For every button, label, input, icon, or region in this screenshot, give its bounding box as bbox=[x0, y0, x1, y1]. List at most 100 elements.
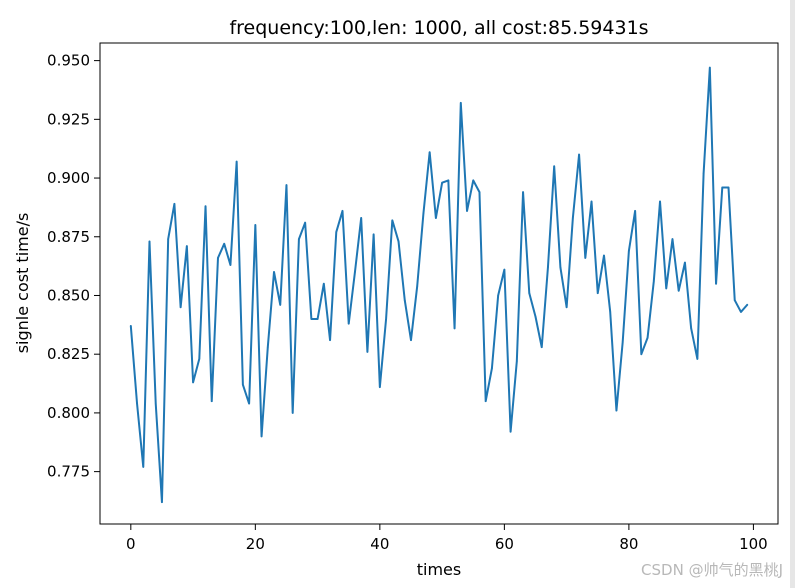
data-point bbox=[497, 294, 499, 297]
window-edge bbox=[790, 0, 795, 588]
y-tick-label: 0.900 bbox=[47, 169, 90, 187]
x-tick-label: 40 bbox=[370, 535, 389, 553]
data-point bbox=[285, 184, 288, 186]
data-point bbox=[690, 327, 692, 330]
data-point bbox=[516, 360, 518, 363]
data-point bbox=[652, 280, 655, 283]
data-point bbox=[316, 318, 319, 320]
x-tick-label: 0 bbox=[126, 535, 136, 553]
data-point bbox=[721, 186, 724, 189]
data-point bbox=[291, 412, 294, 414]
data-point bbox=[235, 160, 238, 163]
data-point bbox=[130, 325, 132, 327]
y-tick-label: 0.950 bbox=[47, 52, 90, 70]
x-axis: 0 20 40 60 80 100 bbox=[126, 524, 768, 553]
data-point bbox=[347, 322, 350, 325]
data-point bbox=[528, 292, 531, 294]
data-point bbox=[491, 367, 493, 370]
y-tick-label: 0.850 bbox=[47, 286, 90, 304]
data-point bbox=[161, 501, 163, 503]
data-point bbox=[273, 271, 275, 273]
data-point bbox=[696, 358, 699, 360]
data-point bbox=[186, 245, 188, 247]
data-point bbox=[540, 346, 543, 348]
data-point bbox=[609, 311, 612, 313]
data-point bbox=[447, 179, 450, 182]
data-point bbox=[484, 400, 487, 402]
x-tick-label: 20 bbox=[246, 535, 265, 553]
y-tick-label: 0.925 bbox=[47, 110, 90, 128]
data-point bbox=[298, 238, 300, 240]
series-line bbox=[129, 66, 749, 504]
data-point bbox=[466, 210, 468, 212]
data-point bbox=[740, 311, 742, 313]
data-point bbox=[628, 250, 630, 252]
data-point bbox=[360, 217, 362, 219]
data-point bbox=[223, 243, 226, 245]
data-point bbox=[584, 257, 587, 259]
data-point bbox=[167, 238, 169, 240]
data-point bbox=[578, 153, 580, 156]
data-point bbox=[192, 381, 194, 384]
data-point bbox=[522, 191, 524, 193]
data-point bbox=[615, 409, 618, 412]
data-point bbox=[204, 205, 207, 208]
data-point bbox=[372, 233, 375, 236]
data-point bbox=[229, 264, 232, 266]
data-point bbox=[646, 336, 649, 339]
data-point bbox=[366, 351, 369, 353]
data-point bbox=[684, 261, 686, 264]
data-point bbox=[260, 435, 263, 438]
data-point bbox=[329, 339, 331, 341]
data-point bbox=[210, 400, 213, 402]
data-point bbox=[478, 191, 481, 193]
data-point bbox=[634, 210, 636, 212]
data-point bbox=[266, 346, 269, 348]
data-point bbox=[397, 240, 400, 243]
data-point bbox=[572, 217, 574, 219]
data-point bbox=[709, 66, 711, 69]
data-point bbox=[659, 200, 661, 203]
data-point bbox=[242, 383, 244, 386]
y-tick-label: 0.775 bbox=[47, 463, 90, 481]
data-point bbox=[534, 315, 537, 318]
data-point bbox=[509, 430, 512, 433]
data-point bbox=[503, 268, 506, 271]
data-point bbox=[391, 219, 394, 222]
chart-title: frequency:100,len: 1000, all cost:85.594… bbox=[229, 17, 648, 39]
data-point bbox=[304, 221, 306, 224]
data-point bbox=[553, 165, 555, 168]
data-point bbox=[727, 186, 730, 189]
data-point bbox=[603, 254, 605, 257]
data-point bbox=[671, 238, 674, 240]
data-point bbox=[410, 339, 412, 341]
y-tick-label: 0.825 bbox=[47, 345, 90, 363]
data-point bbox=[136, 402, 138, 405]
data-point bbox=[248, 402, 250, 405]
plot-frame bbox=[99, 42, 779, 525]
data-point bbox=[547, 266, 549, 269]
data-point bbox=[565, 306, 568, 309]
data-point bbox=[354, 271, 356, 273]
data-point bbox=[179, 306, 182, 309]
data-point bbox=[590, 200, 593, 203]
data-point bbox=[254, 224, 257, 226]
x-tick-label: 60 bbox=[495, 535, 514, 553]
data-point bbox=[217, 257, 219, 259]
data-point bbox=[428, 151, 431, 154]
data-point bbox=[665, 287, 668, 290]
data-point bbox=[335, 231, 338, 233]
data-point bbox=[416, 285, 419, 287]
data-point bbox=[472, 179, 475, 182]
data-point bbox=[435, 217, 437, 219]
data-point bbox=[702, 172, 705, 175]
data-point bbox=[559, 266, 562, 269]
y-tick-label: 0.875 bbox=[47, 228, 90, 246]
x-axis-label: times bbox=[417, 560, 461, 579]
data-point bbox=[677, 289, 680, 292]
x-tick-label: 100 bbox=[739, 535, 768, 553]
watermark: CSDN @帅气的黑桃J bbox=[641, 561, 783, 579]
data-point bbox=[148, 240, 151, 243]
series-points bbox=[130, 66, 748, 503]
